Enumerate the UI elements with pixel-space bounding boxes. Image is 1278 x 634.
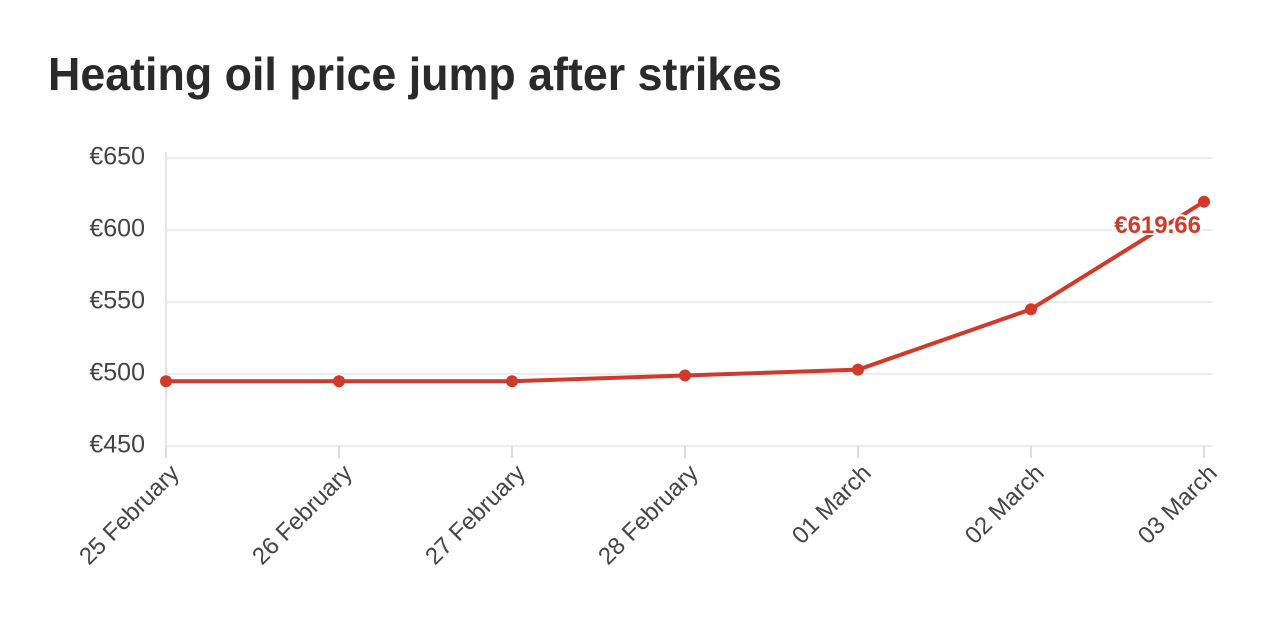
- x-tick-label: 28 February: [593, 460, 704, 571]
- y-tick-label: €500: [89, 359, 145, 387]
- y-tick-label: €650: [89, 143, 145, 171]
- x-tick-label: 25 February: [74, 460, 185, 571]
- point: [160, 375, 172, 388]
- point: [506, 375, 518, 388]
- point: [1025, 303, 1037, 316]
- x-tick-label: 01 March: [787, 460, 877, 550]
- value-label: €619.66: [1114, 212, 1201, 239]
- x-tick-label: 03 March: [1133, 460, 1223, 550]
- line: [166, 199, 1206, 384]
- point: [1198, 195, 1210, 208]
- x-tick-label: 27 February: [420, 460, 531, 571]
- y-tick-label: €550: [89, 287, 145, 315]
- point: [333, 375, 345, 388]
- y-tick-label: €600: [89, 215, 145, 243]
- x-tick-label: 02 March: [960, 460, 1050, 550]
- x-tick-label: 26 February: [247, 460, 358, 571]
- y-tick-label: €450: [89, 431, 145, 459]
- point: [852, 363, 864, 376]
- point: [679, 369, 691, 382]
- chart-title: Heating oil price jump after strikes: [48, 48, 782, 100]
